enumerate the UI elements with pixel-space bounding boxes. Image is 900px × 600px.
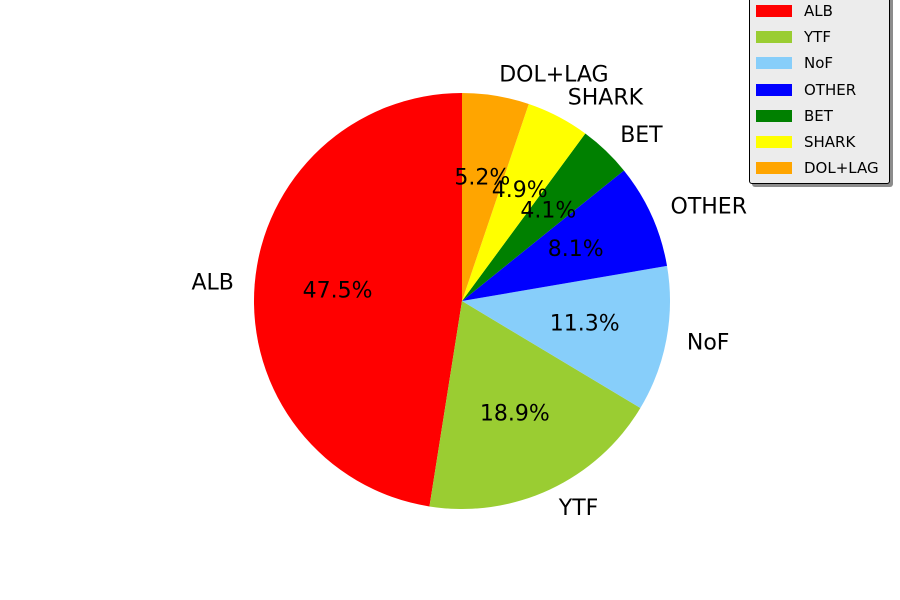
slice-label-shark: SHARK [568,86,644,111]
legend-item-ytf: YTF [756,28,831,47]
legend-label: YTF [804,28,831,47]
pct-label-shark: 4.9% [492,178,548,203]
pie-slice-other [462,170,668,301]
pie-slice-nof [462,265,670,408]
slice-label-alb: ALB [191,271,233,296]
slice-label-ytf: YTF [558,496,599,521]
legend-swatch [756,83,792,96]
legend-swatch [756,31,792,44]
pct-label-bet: 4.1% [520,198,576,223]
slice-label-bet: BET [620,123,663,148]
pie-slice-dol-lag [462,93,529,301]
legend-label: SHARK [804,133,856,151]
legend-swatch [756,136,792,148]
slice-label-dol-lag: DOL+LAG [499,63,608,88]
pie-slice-ytf [429,301,641,510]
legend-swatch [756,109,792,122]
legend-swatch [756,57,792,70]
legend-item-nof: NoF [756,54,834,73]
legend-label: ALB [804,2,833,20]
pie-slice-shark [462,104,586,301]
pie-slice-alb [253,93,462,507]
legend-item-other: OTHER [756,80,857,99]
pct-label-dol-lag: 5.2% [454,165,510,190]
pct-label-other: 8.1% [548,237,604,262]
slice-label-nof: NoF [687,331,730,356]
legend-label: NoF [804,54,834,73]
legend-item-shark: SHARK [756,133,856,151]
legend-item-dol-lag: DOL+LAG [756,159,879,178]
pie-slice-bet [462,133,624,301]
pct-label-ytf: 18.9% [480,402,550,427]
chart-legend: ALB YTF NoF OTHER BET SHARK DOL+LAG [749,0,890,184]
legend-item-bet: BET [756,106,833,125]
legend-label: OTHER [804,80,857,99]
legend-item-alb: ALB [756,2,833,20]
slice-label-other: OTHER [671,194,747,219]
pct-label-alb: 47.5% [303,279,373,304]
pct-label-nof: 11.3% [550,312,620,337]
legend-label: DOL+LAG [804,159,879,178]
legend-label: BET [804,106,833,125]
legend-swatch [756,162,792,175]
legend-swatch [756,5,792,17]
